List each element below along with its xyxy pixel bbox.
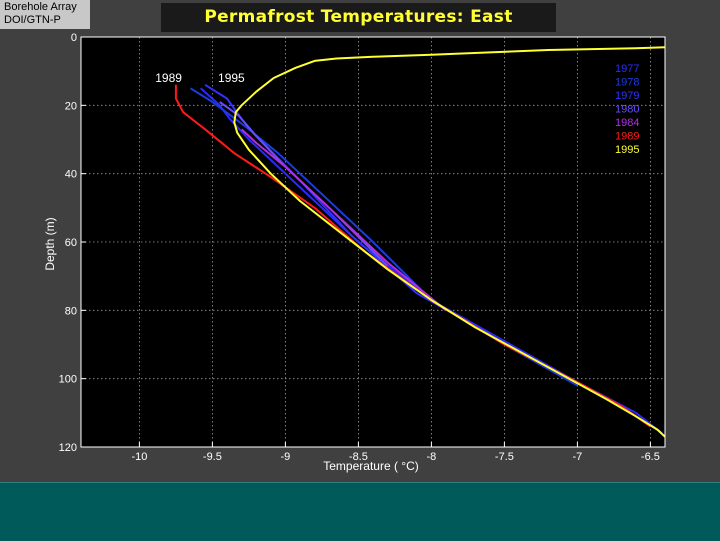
badge-line-1: Borehole Array (4, 1, 77, 13)
series-line-1989 (174, 84, 651, 428)
annotation-1995: 1995 (218, 71, 245, 85)
badge-line-2: DOI/GTN-P (4, 14, 61, 26)
footer-band (0, 482, 720, 541)
y-tick-label: 40 (65, 169, 77, 181)
y-tick-label: 100 (59, 374, 77, 386)
y-tick-label: 120 (59, 442, 77, 454)
x-tick-label: -6.5 (641, 451, 660, 463)
y-tick-label: 0 (71, 32, 77, 44)
y-axis-label: Depth (m) (43, 217, 57, 270)
x-tick-label: -10 (131, 451, 147, 463)
legend-entry-1979: 1979 (615, 90, 639, 102)
legend-entry-1984: 1984 (615, 117, 639, 129)
axis-ticks: -10 -9.5 -9 -8.5 -8 -7.5 -7 -6.5 0 20 40 60 80 100 120 (59, 32, 660, 463)
legend-entry-1980: 1980 (615, 104, 639, 116)
legend-entry-1977: 1977 (615, 63, 639, 75)
x-tick-label: -8 (427, 451, 437, 463)
x-tick-label: -9.5 (203, 451, 222, 463)
x-tick-label: -7 (573, 451, 583, 463)
x-tick-label: -7.5 (495, 451, 514, 463)
annotation-1989: 1989 (155, 71, 182, 85)
source-badge: Borehole Array DOI/GTN-P (0, 0, 90, 29)
series-line-1995 (233, 46, 665, 438)
y-tick-label: 20 (65, 100, 77, 112)
y-tick-label: 60 (65, 237, 77, 249)
y-tick-label: 80 (65, 305, 77, 317)
series-lines (174, 46, 665, 438)
x-tick-label: -9 (281, 451, 291, 463)
annotations: 1989 1995 (155, 71, 245, 85)
legend-entry-1995: 1995 (615, 144, 639, 156)
x-axis-label: Temperature ( °C) (323, 459, 419, 473)
x-tick-label: -8.5 (349, 451, 368, 463)
legend-entry-1978: 1978 (615, 77, 639, 89)
legend-entry-1989: 1989 (615, 131, 639, 143)
series-line-1984 (240, 128, 447, 312)
permafrost-chart: -10 -9.5 -9 -8.5 -8 -7.5 -7 -6.5 0 20 40 60 80 100 120… (43, 32, 666, 473)
